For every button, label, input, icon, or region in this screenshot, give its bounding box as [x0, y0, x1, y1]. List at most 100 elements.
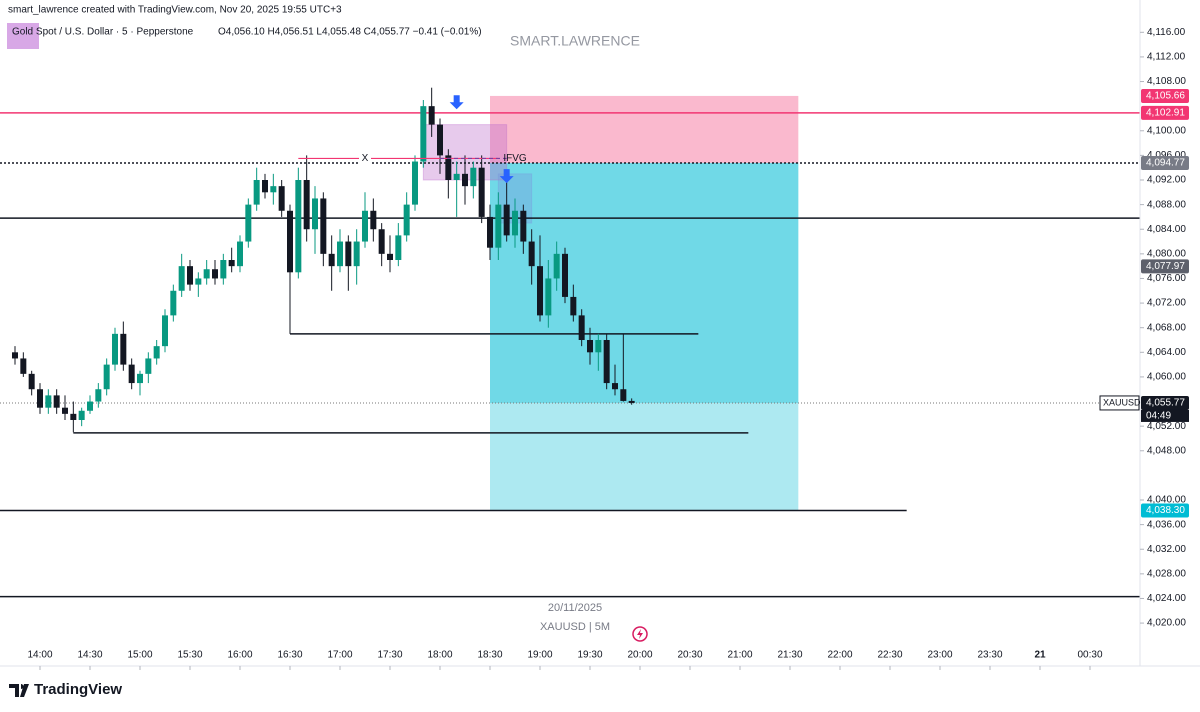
x-tick-label: 21:00: [727, 650, 752, 661]
replay-icon[interactable]: [632, 626, 648, 642]
x-tick-label: 16:30: [277, 650, 302, 661]
candle-body: [470, 167, 477, 187]
brand-logo: [9, 684, 29, 697]
y-tick-label: 4,084.00: [1147, 224, 1186, 235]
x-tick-label: 17:00: [327, 650, 352, 661]
countdown: 04:49: [1146, 411, 1171, 422]
plot-area: X IFVG: [0, 87, 1140, 598]
y-tick-label: 4,100.00: [1147, 125, 1186, 136]
candle-body: [270, 186, 277, 193]
axes: 4,020.00 4,024.00 4,028.00 4,032.00 4,036.00…: [27, 27, 1189, 670]
down-arrow: [499, 169, 514, 184]
candle-body: [53, 395, 60, 408]
candle-body: [562, 253, 568, 297]
y-tick-label: 4,080.00: [1147, 248, 1186, 259]
candle-body: [220, 260, 227, 279]
price-label-bg: [1141, 155, 1189, 170]
candle-body: [178, 266, 185, 291]
candle-body: [487, 216, 493, 248]
candle-body: [612, 383, 618, 390]
candle-body: [195, 278, 202, 285]
candle-body: [337, 241, 343, 267]
candle-body: [387, 253, 393, 260]
x-tick-label: 20:30: [677, 650, 702, 661]
candle-body: [120, 333, 127, 365]
x-tick-label: 20:00: [627, 650, 652, 661]
x-tick-label: 22:00: [827, 650, 852, 661]
y-tick-label: 4,032.00: [1147, 544, 1186, 555]
y-tick-label: 4,060.00: [1147, 372, 1186, 383]
candle-body: [312, 198, 318, 230]
x-tick-label: 19:00: [527, 650, 552, 661]
symbol-tag-bg: [1099, 395, 1140, 411]
candle-body: [495, 204, 502, 248]
brand-name: TradingView: [34, 681, 122, 698]
candle-body: [78, 410, 85, 420]
candle-body: [578, 315, 585, 340]
candle-body: [453, 173, 460, 180]
y-tick-label: 4,040.00: [1147, 495, 1186, 506]
candle-body: [245, 204, 252, 242]
y-tick-label: 4,024.00: [1147, 593, 1186, 604]
candle-body: [153, 346, 160, 359]
symbol: Gold Spot / U.S. Dollar · 5 · Pepperston…: [12, 27, 194, 38]
y-tick-label: 4,048.00: [1147, 445, 1186, 456]
ohlc-readout: O4,056.10 H4,056.51 L4,055.48 C4,055.77 …: [218, 27, 482, 38]
candle-body: [70, 413, 77, 420]
symbol-highlight: [7, 23, 39, 49]
candle-body: [520, 210, 527, 242]
candle-body: [253, 180, 260, 205]
candle-body: [553, 253, 560, 279]
stop-zone: [490, 95, 799, 163]
date-watermark: 20/11/2025: [548, 602, 602, 614]
candle-body: [478, 167, 485, 217]
candle-body: [403, 204, 410, 236]
price-label: 4,094.77: [1146, 158, 1185, 169]
x-tick-label: 21: [1034, 650, 1046, 661]
y-tick-label: 4,092.00: [1147, 175, 1186, 186]
x-tick-label: 23:30: [977, 650, 1002, 661]
y-tick-label: 4,076.00: [1147, 273, 1186, 284]
price-label: 4,038.30: [1146, 505, 1185, 516]
watermark: SMART.LAWRENCE: [510, 33, 640, 49]
y-tick-label: 4,088.00: [1147, 199, 1186, 210]
countdown-bg: [1141, 409, 1189, 422]
candle-body: [37, 389, 43, 408]
y-tick-label: 4,020.00: [1147, 618, 1186, 629]
candle-body: [278, 186, 285, 211]
candle-body: [353, 241, 360, 267]
candle-body: [12, 352, 18, 359]
candle-body: [570, 296, 577, 316]
candle-body: [428, 106, 435, 125]
candle-body: [378, 229, 385, 254]
candle-body: [237, 241, 243, 267]
candle-body: [187, 266, 193, 285]
y-tick-label: 4,072.00: [1147, 298, 1186, 309]
x-tick-label: 00:30: [1077, 650, 1102, 661]
candle-body: [362, 210, 368, 242]
y-tick-label: 4,096.00: [1147, 150, 1186, 161]
x-tick-label: 17:30: [377, 650, 402, 661]
y-tick-label: 4,068.00: [1147, 322, 1186, 333]
candle-body: [95, 389, 102, 402]
candle-body: [170, 290, 177, 316]
annotation-bg: [359, 152, 371, 165]
down-arrow: [449, 95, 464, 110]
interval-watermark: XAUUSD | 5M: [540, 621, 610, 633]
candle-body: [28, 373, 35, 390]
x-tick-label: 15:00: [127, 650, 152, 661]
candle-body: [112, 333, 118, 365]
candle-body: [345, 241, 352, 267]
candle-body: [262, 180, 268, 193]
candle-body: [445, 155, 452, 180]
x-tick-label: 23:00: [927, 650, 952, 661]
x-tick-label: 22:30: [877, 650, 902, 661]
candle-body: [20, 358, 27, 374]
candle-body: [462, 173, 468, 187]
candle-body: [395, 235, 402, 260]
y-tick-label: 4,064.00: [1147, 347, 1186, 358]
candle-body: [128, 364, 135, 384]
